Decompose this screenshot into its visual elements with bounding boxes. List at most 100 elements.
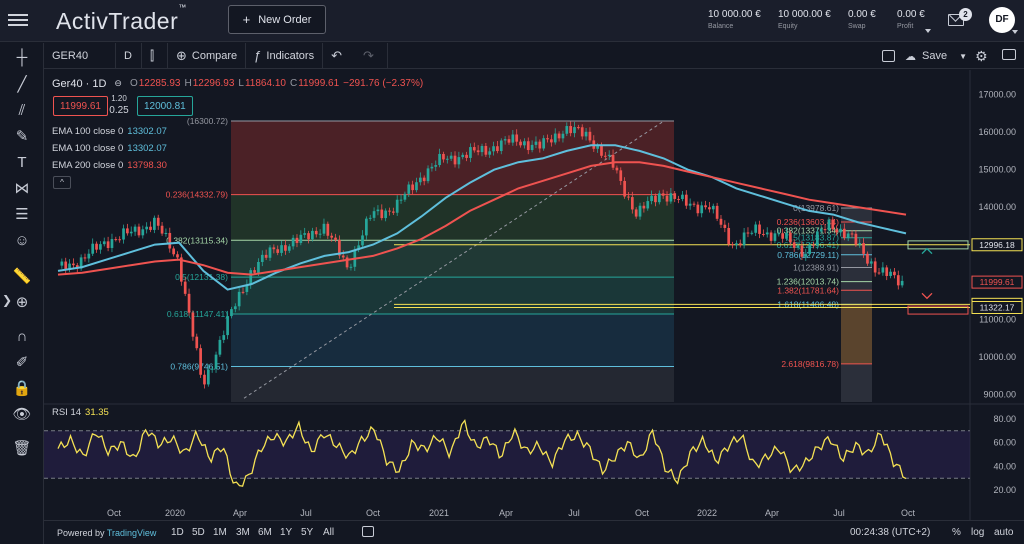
candle [372,211,376,218]
user-avatar[interactable]: DF [989,7,1015,33]
candle [885,267,889,276]
candle [704,205,707,208]
undo-button[interactable]: ↶ [323,43,355,69]
timeframe-1d[interactable]: 1D [171,527,184,538]
candle [318,233,322,235]
eye-icon[interactable]: 👁 [12,406,32,423]
camera-icon[interactable] [1002,49,1016,60]
candle [542,138,546,149]
chevron-down-icon[interactable] [925,29,931,33]
candle [476,150,480,153]
ema-legend-row[interactable]: EMA 200 close 0 13798.30 [52,160,167,171]
time-axis-tick: 2022 [697,508,717,518]
candle [900,280,904,286]
smiley-icon[interactable]: ☺ [14,232,30,249]
undo-icon: ↶ [331,47,342,63]
candle [511,134,515,143]
chevron-right-icon[interactable]: ❯ [2,293,13,307]
timeframe-3m[interactable]: 3M [236,527,250,538]
pattern-icon[interactable]: ⋈ [14,180,30,197]
zoom-in-icon[interactable]: ⊕ [15,294,29,311]
chart-style-button[interactable]: ⫿ [142,42,168,69]
candle [257,261,260,273]
save-button[interactable]: ☁ Save ▼ [905,50,967,63]
log-toggle[interactable]: log [971,527,985,538]
candle [95,243,98,250]
timeframe-all[interactable]: All [323,527,335,538]
profit-stat[interactable]: 0.00 € Profit [897,9,925,30]
new-order-button[interactable]: + New Order [228,5,326,34]
sell-price-button[interactable]: 11999.61 [53,96,108,116]
candle [272,247,276,250]
candle [399,199,403,201]
indicators-button[interactable]: ƒ Indicators [246,42,324,69]
trash-icon[interactable]: 🗑 [12,440,32,457]
legend-visibility-icon[interactable]: ⊖ [114,78,122,88]
collapse-legend-button[interactable]: ^ [53,176,71,189]
timeframe-6m[interactable]: 6M [258,527,272,538]
candle [160,225,164,234]
candle [723,224,727,228]
price-axis-tick: 9000.00 [983,390,1016,400]
clock[interactable]: 00:24:38 (UTC+2) [850,527,931,538]
symbol-search-button[interactable]: GER40 [44,42,116,69]
candle [307,233,310,240]
pitchfork-icon[interactable]: ⫽ [18,102,26,119]
candle [314,230,318,235]
candle [361,235,364,246]
fullscreen-icon[interactable] [882,50,895,62]
ema-legend-row[interactable]: EMA 100 close 0 13302.07 [52,143,167,154]
candle [607,154,611,156]
hamburger-menu-icon[interactable] [8,11,28,29]
timeframe-5y[interactable]: 5Y [301,527,314,538]
time-axis-tick: 2021 [429,508,449,518]
brush-icon[interactable]: ✎ [15,128,29,145]
price-axis-tick: 17000.00 [978,90,1016,100]
candle [83,257,87,259]
ema-legend-row[interactable]: EMA 100 close 0 13302.07 [52,126,167,137]
timeframe-1y[interactable]: 1Y [280,527,293,538]
target-box [907,240,969,250]
candle [569,126,573,134]
timeframe-1m[interactable]: 1M [213,527,227,538]
candle [519,141,522,146]
notification-badge: 2 [959,8,972,21]
spread-display: 1.20 0.25 [109,94,129,116]
powered-by[interactable]: Powered by TradingView [57,528,157,538]
candle [619,170,623,181]
candle [661,193,665,196]
auto-toggle[interactable]: auto [994,527,1014,538]
candle [102,241,106,245]
price-tag-label: 12996.18 [979,240,1015,250]
measure-icon[interactable]: ☰ [15,206,29,223]
crosshair-icon[interactable]: ┼ [16,49,28,66]
candle [203,374,206,385]
fib-zone [231,366,674,402]
time-axis-tick: Oct [107,508,122,518]
candle [550,139,553,143]
user-menu-chevron-icon[interactable] [1012,30,1018,34]
interval-button[interactable]: D [116,42,142,69]
buy-price-button[interactable]: 12000.81 [137,96,193,116]
candle [623,180,626,197]
calendar-icon[interactable] [362,526,374,537]
candle [168,232,172,249]
magnet-icon[interactable]: ∩ [16,328,28,345]
redo-button[interactable]: ↷ [355,42,388,69]
candle [241,291,245,293]
compare-button[interactable]: ⊕ Compare [168,42,247,69]
candle [106,241,110,248]
candle [230,309,233,317]
candle [287,246,291,251]
lock-icon[interactable]: 🔒 [12,380,32,397]
timeframe-5d[interactable]: 5D [192,527,205,538]
pencil-lock-icon[interactable]: ✐ [15,354,29,371]
text-tool-icon[interactable]: T [17,154,27,171]
candle [376,209,380,212]
ruler-icon[interactable]: 📏 [12,268,32,285]
percent-toggle[interactable]: % [952,527,961,538]
legend-low: 11864.10 [244,78,286,89]
trend-line-icon[interactable]: ╱ [17,76,27,93]
gear-icon[interactable]: ⚙ [975,48,988,64]
price-chart[interactable]: (16300.72) 0.236(14332.79) 0.382(13115.34)… [44,70,1024,520]
